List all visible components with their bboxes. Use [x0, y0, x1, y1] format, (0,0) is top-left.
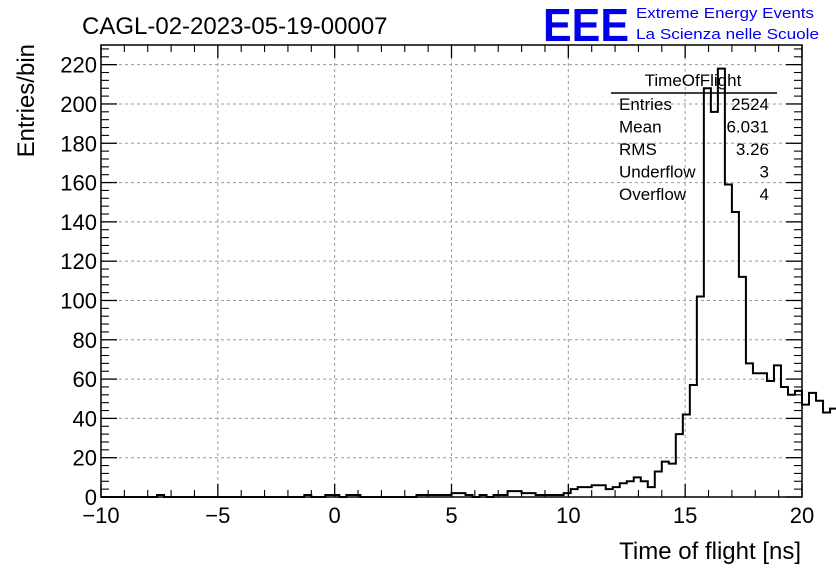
- y-tick-label: 200: [60, 92, 97, 117]
- y-tick-label: 0: [85, 485, 97, 510]
- eee-logo: EEE Extreme Energy Events La Scienza nel…: [543, 0, 819, 51]
- stats-row-value: 4: [760, 185, 769, 204]
- y-tick-label: 140: [60, 210, 97, 235]
- y-tick-label: 160: [60, 171, 97, 196]
- y-tick-label: 180: [60, 131, 97, 156]
- run-title: CAGL-02-2023-05-19-00007: [82, 13, 388, 40]
- stats-row-value: 2524: [731, 95, 769, 114]
- stats-title: TimeOfFlight: [645, 71, 742, 90]
- plot-frame: [100, 44, 803, 498]
- logo-line-1: Extreme Energy Events: [636, 5, 814, 22]
- grid-lines: [101, 45, 802, 497]
- stats-row-label: Overflow: [619, 185, 687, 204]
- y-tick-label: 40: [73, 406, 97, 431]
- logo-line-2: La Scienza nelle Scuole: [636, 26, 819, 43]
- stats-row-value: 3.26: [736, 140, 769, 159]
- x-tick-label: 0: [329, 503, 341, 528]
- stats-row-label: Mean: [619, 118, 662, 137]
- y-tick-label: 20: [73, 446, 97, 471]
- stats-row-value: 3: [760, 163, 769, 182]
- y-axis-title: Entries/bin: [13, 44, 40, 157]
- stats-box: TimeOfFlight Entries 2524 Mean 6.031 RMS 3.26…: [611, 71, 777, 204]
- stats-row-value: 6.031: [726, 118, 769, 137]
- x-tick-label: 5: [445, 503, 457, 528]
- y-tick-label: 120: [60, 249, 97, 274]
- stats-row-label: Entries: [619, 95, 672, 114]
- logo-mark: EEE: [543, 0, 629, 51]
- stats-row-label: Underflow: [619, 163, 696, 182]
- x-axis-title: Time of flight [ns]: [619, 538, 801, 565]
- x-tick-label: −5: [205, 503, 230, 528]
- x-tick-label: 10: [556, 503, 580, 528]
- stats-row-label: RMS: [619, 140, 657, 159]
- y-tick-label: 60: [73, 367, 97, 392]
- y-tick-label: 80: [73, 328, 97, 353]
- x-tick-label: −10: [82, 503, 119, 528]
- y-tick-label: 220: [60, 53, 97, 78]
- tick-labels: −10 −5 0 5 10 15 20020406080100120140160180200…: [60, 53, 814, 528]
- x-tick-label: 15: [673, 503, 697, 528]
- x-tick-label: 20: [790, 503, 814, 528]
- y-tick-label: 100: [60, 288, 97, 313]
